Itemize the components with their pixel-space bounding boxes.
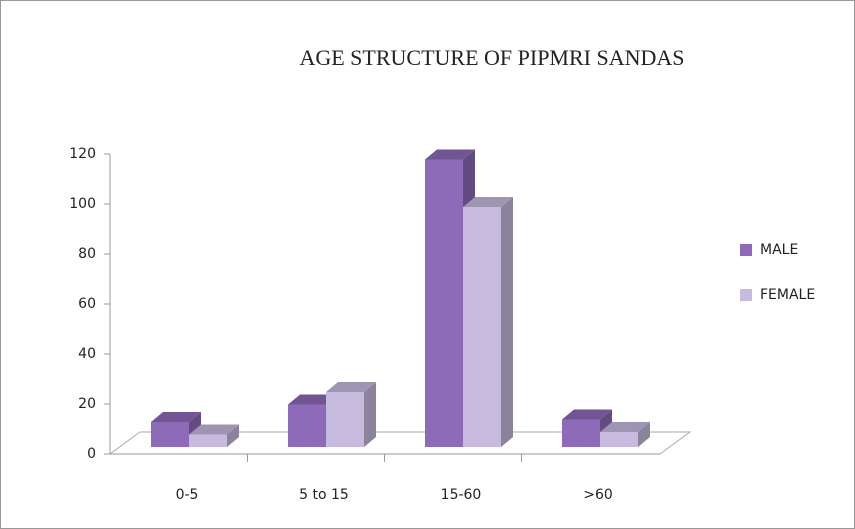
y-tick-label: 100 — [69, 196, 96, 212]
bar-top — [600, 422, 650, 432]
y-tick-label: 80 — [78, 246, 96, 262]
bar — [463, 197, 513, 447]
bar-top — [151, 412, 201, 422]
bar-front — [425, 159, 463, 447]
bar-front — [288, 404, 326, 447]
x-tick-label: 5 to 15 — [299, 487, 349, 503]
bar-front — [562, 419, 600, 447]
bar-top — [425, 149, 475, 160]
bar-side — [364, 382, 376, 447]
bar-side — [227, 424, 239, 447]
legend-label: FEMALE — [760, 287, 815, 303]
bar-front — [189, 434, 227, 447]
legend-swatch — [740, 289, 752, 301]
y-tick-label: 60 — [78, 296, 96, 312]
legend-swatch — [740, 244, 752, 256]
bar-side — [638, 422, 650, 447]
bar-top — [189, 424, 239, 435]
bar-top — [463, 197, 513, 207]
chart-title: AGE STRUCTURE OF PIPMRI SANDAS — [299, 45, 684, 70]
bar-front — [151, 422, 189, 447]
bar — [600, 422, 650, 447]
y-tick-label: 120 — [69, 146, 96, 162]
bar-top — [288, 394, 338, 405]
y-tick-label: 20 — [78, 396, 96, 412]
bar-front — [600, 432, 638, 447]
x-tick-label: 0-5 — [176, 487, 199, 503]
legend-label: MALE — [760, 242, 798, 258]
y-tick-label: 40 — [78, 346, 96, 362]
bar-front — [463, 207, 501, 447]
bar-top — [562, 409, 612, 420]
bar-front — [326, 392, 364, 447]
y-tick-label: 0 — [87, 446, 96, 462]
bar-side — [501, 197, 513, 447]
x-tick-label: >60 — [583, 487, 613, 503]
bar — [189, 424, 239, 447]
bar — [326, 382, 376, 447]
bar-top — [326, 382, 376, 392]
x-tick-label: 15-60 — [441, 487, 482, 503]
